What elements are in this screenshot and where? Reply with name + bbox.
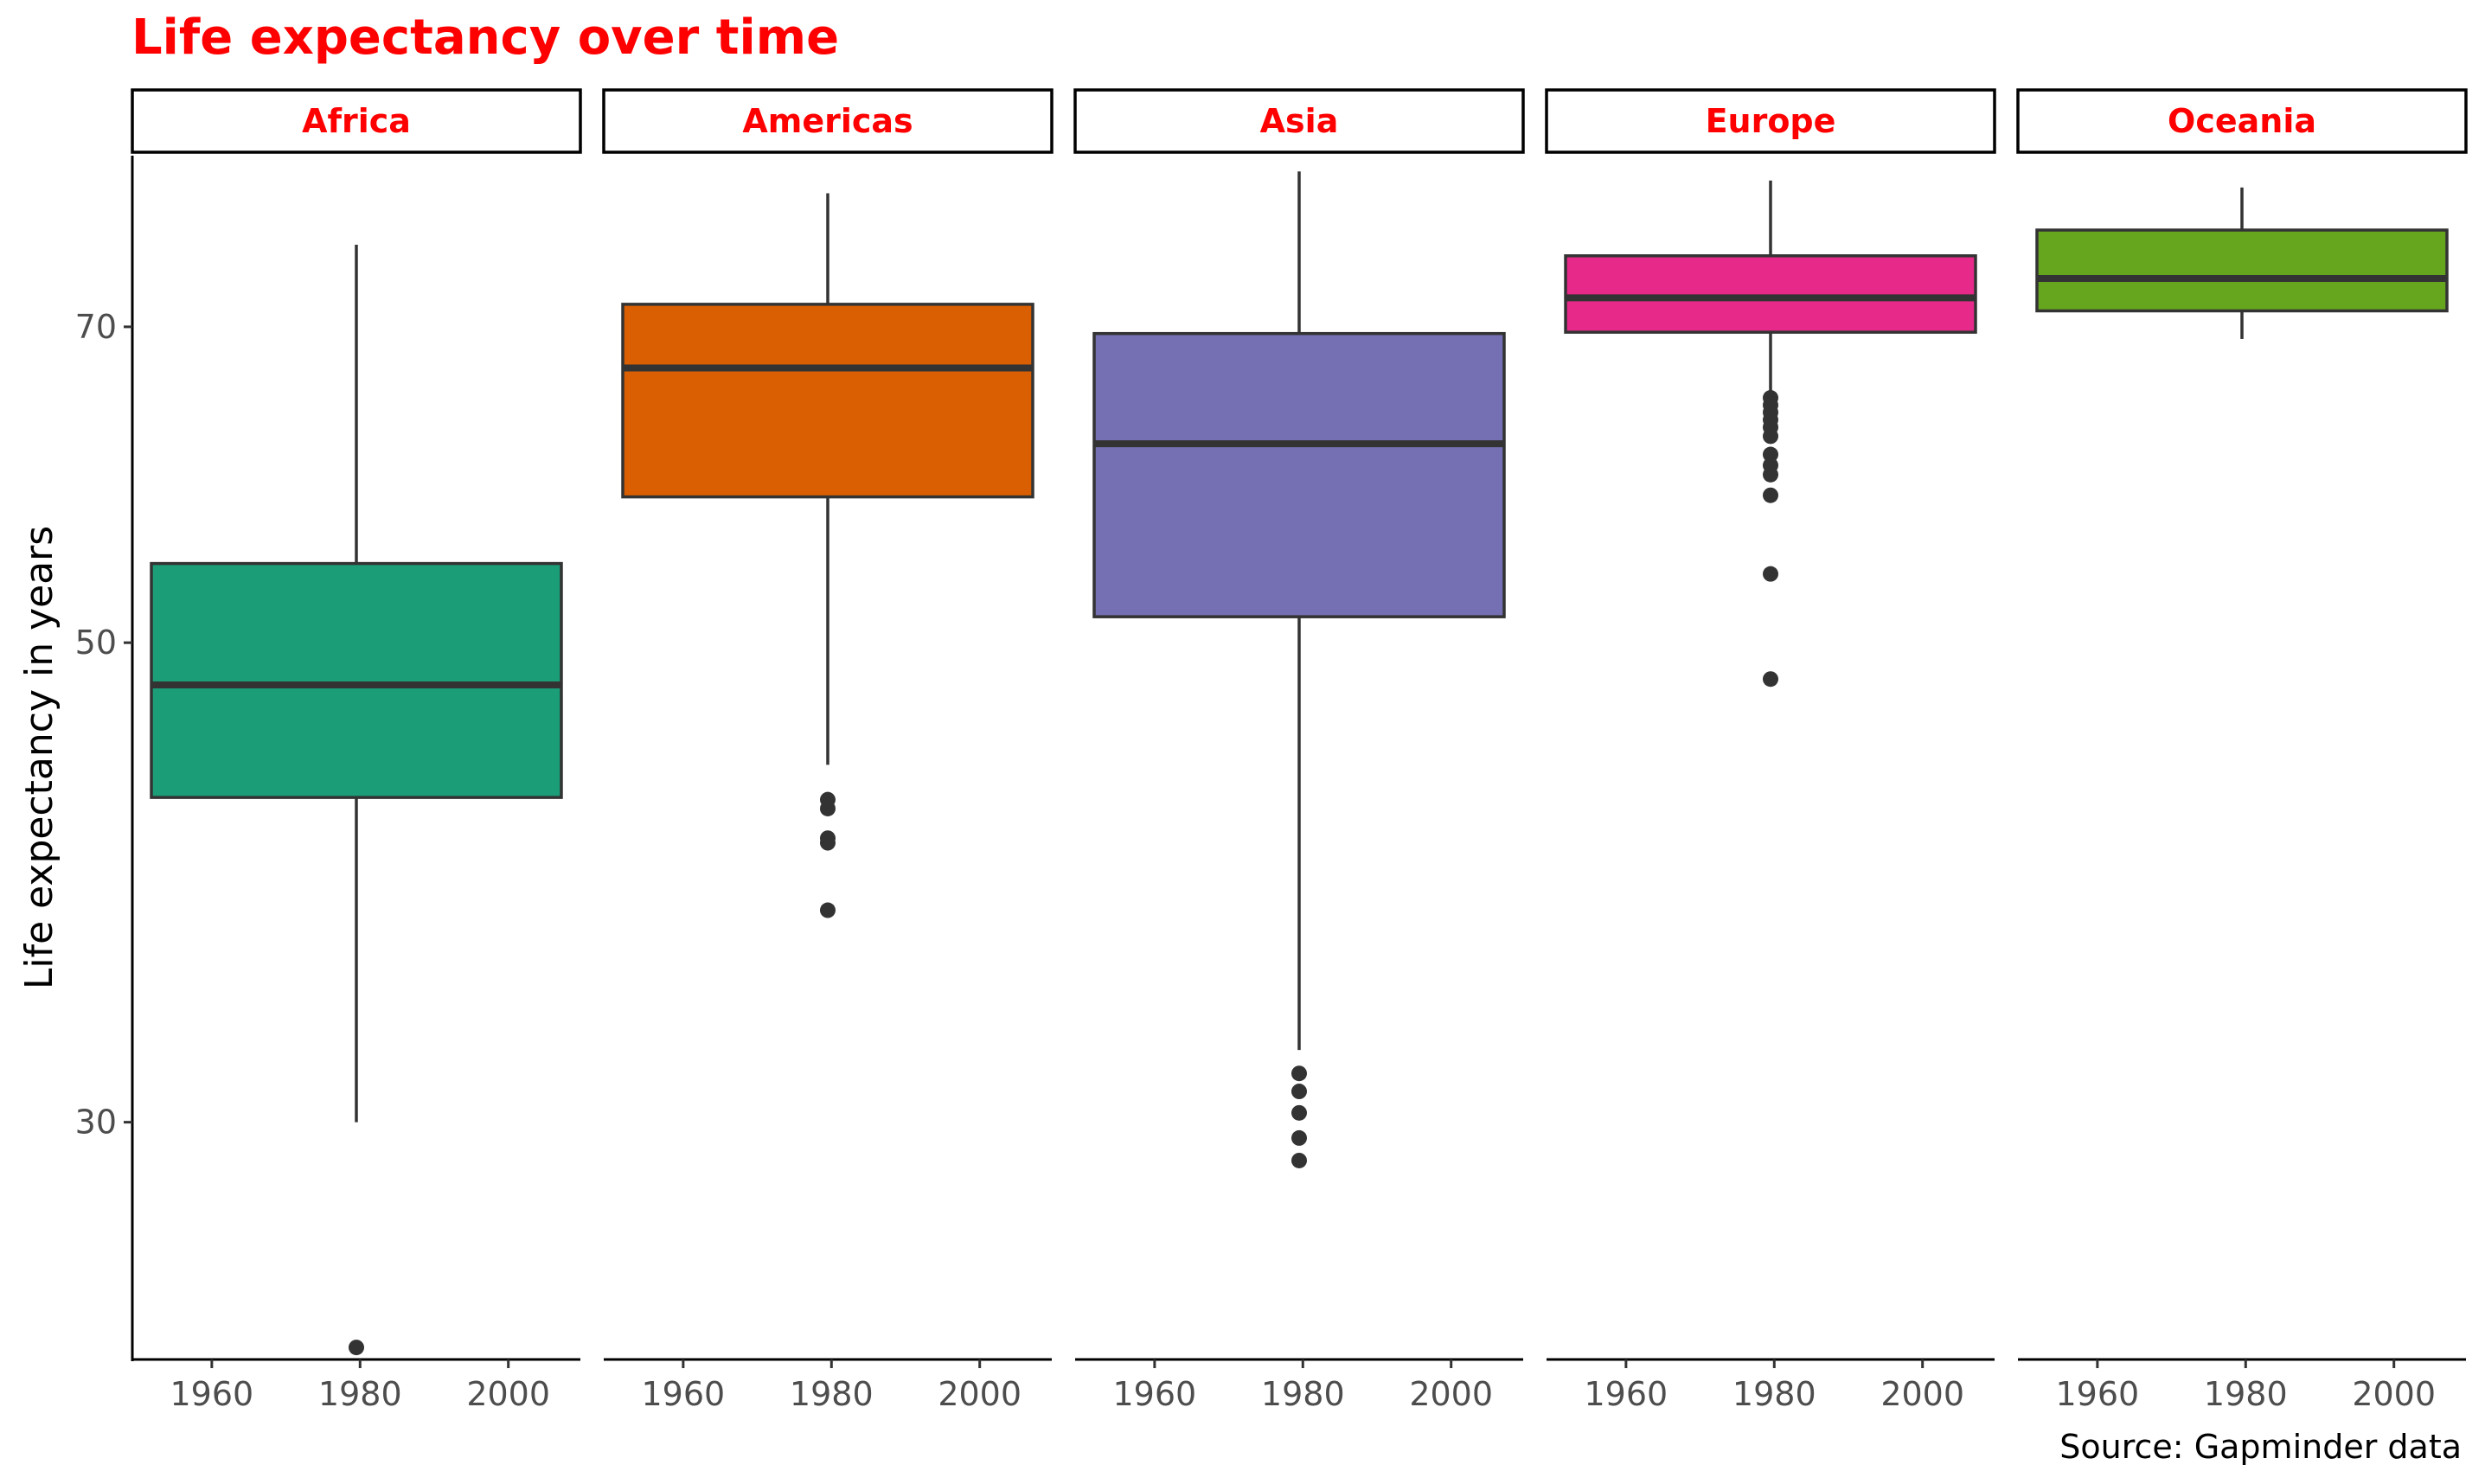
outlier-point: [349, 1340, 364, 1356]
outlier-point: [1291, 1104, 1307, 1121]
x-tick-label: 1980: [2204, 1375, 2288, 1413]
outlier-point: [1763, 671, 1778, 688]
x-tick-label: 1980: [318, 1375, 402, 1413]
facet-strip: [2016, 88, 2468, 154]
x-tick-label: 1960: [2056, 1375, 2140, 1413]
outlier-point: [1763, 466, 1778, 483]
facet-strip: [1073, 88, 1525, 154]
outlier-point: [1291, 1065, 1307, 1082]
y-tick-label: 70: [75, 308, 117, 346]
outlier-point: [820, 835, 836, 851]
facet-europe: Europe 1960 1980 2000: [1545, 88, 1996, 1413]
facet-americas: Americas 1960 1980 2000: [602, 88, 1054, 1413]
x-tick-label: 1960: [170, 1375, 254, 1413]
x-tick-label: 1980: [1732, 1375, 1816, 1413]
outlier-point: [1763, 446, 1778, 463]
x-tick-label: 1960: [1113, 1375, 1197, 1413]
outlier-point: [1763, 487, 1778, 503]
facet-strip: [131, 88, 582, 154]
chart-title: Life expectancy over time: [131, 10, 839, 66]
facet-asia: Asia 1960 1980 2000: [1073, 88, 1525, 1413]
facet-oceania: Oceania 1960 1980 2000: [2016, 88, 2468, 1413]
box: [1564, 254, 1977, 334]
box: [621, 303, 1034, 499]
outlier-point: [1291, 1084, 1307, 1100]
facet-strip-label: Europe: [1706, 102, 1836, 140]
facet-strip: [602, 88, 1054, 154]
facet-strip-label: Americas: [742, 102, 913, 140]
x-tick-label: 2000: [938, 1375, 1022, 1413]
x-tick-label: 1980: [790, 1375, 874, 1413]
caption: Source: Gapminder data: [2059, 1428, 2462, 1466]
box: [1092, 331, 1506, 618]
facet-strip: [1545, 88, 1996, 154]
x-tick-label: 2000: [2352, 1375, 2436, 1413]
facet-panels: 30 50 70 Africa 1960 1980 2000 Americas 1960 1980…: [75, 88, 2468, 1413]
facet-africa: Africa 1960 1980 2000: [131, 88, 582, 1413]
x-tick-label: 2000: [1880, 1375, 1964, 1413]
y-tick-label: 50: [75, 624, 117, 662]
outlier-point: [1763, 566, 1778, 582]
outlier-point: [820, 902, 836, 918]
box: [150, 561, 563, 799]
facet-strip-label: Africa: [302, 102, 411, 140]
outlier-point: [1291, 1152, 1307, 1168]
x-tick-label: 1980: [1261, 1375, 1345, 1413]
x-tick-label: 2000: [1409, 1375, 1493, 1413]
outlier-point: [1763, 428, 1778, 445]
y-tick-label: 30: [75, 1103, 117, 1142]
facet-strip-label: Asia: [1260, 102, 1339, 140]
x-tick-label: 2000: [466, 1375, 550, 1413]
x-tick-label: 1960: [1585, 1375, 1668, 1413]
y-axis-title: Life expectancy in years: [17, 526, 61, 989]
box: [2035, 228, 2449, 313]
x-tick-label: 1960: [642, 1375, 726, 1413]
facet-strip-label: Oceania: [2168, 102, 2316, 140]
outlier-point: [1291, 1129, 1307, 1146]
outlier-point: [820, 800, 836, 816]
